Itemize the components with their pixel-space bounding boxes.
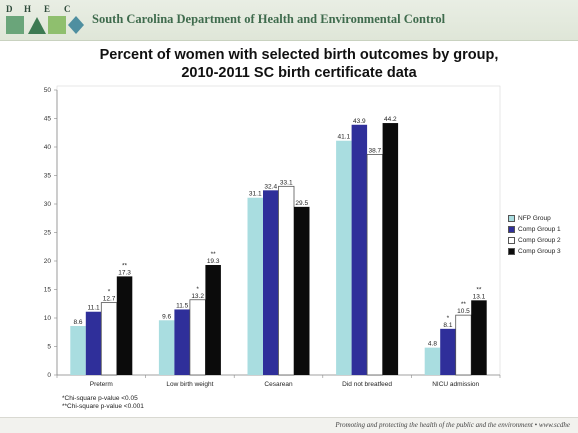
legend-item: Comp Group 3 bbox=[508, 246, 561, 257]
data-label: 9.6 bbox=[162, 313, 171, 320]
footer-tagline: Promoting and protecting the health of t… bbox=[335, 421, 570, 429]
bar bbox=[351, 124, 368, 376]
bar bbox=[158, 320, 175, 375]
y-tick-label: 45 bbox=[44, 116, 52, 123]
y-tick-label: 0 bbox=[47, 372, 51, 379]
data-label: 41.1 bbox=[338, 134, 351, 141]
y-tick-label: 10 bbox=[44, 315, 52, 322]
y-tick-label: 30 bbox=[44, 201, 52, 208]
significance-marker: * bbox=[447, 315, 450, 322]
data-label: 17.3 bbox=[118, 269, 131, 276]
legend-item: Comp Group 2 bbox=[508, 235, 561, 246]
data-label: 33.1 bbox=[280, 179, 293, 186]
data-label: 13.1 bbox=[473, 293, 486, 300]
legend-item: Comp Group 1 bbox=[508, 224, 561, 235]
footnote: *Chi-square p-value <0.05 bbox=[62, 395, 138, 402]
data-label: 12.7 bbox=[103, 296, 116, 303]
bar bbox=[278, 185, 295, 376]
legend-label: NFP Group bbox=[518, 215, 551, 222]
data-label: 8.1 bbox=[443, 322, 452, 329]
data-label: 4.8 bbox=[428, 341, 437, 348]
bar bbox=[100, 302, 118, 376]
data-label: 29.5 bbox=[295, 200, 308, 207]
significance-marker: ** bbox=[476, 286, 482, 293]
data-label: 32.4 bbox=[264, 183, 277, 190]
data-label: 31.1 bbox=[249, 191, 262, 198]
data-label: 19.3 bbox=[207, 258, 220, 265]
chart-title-line: 2010-2011 SC birth certificate data bbox=[181, 65, 417, 81]
y-tick-label: 20 bbox=[44, 258, 52, 265]
significance-marker: ** bbox=[122, 262, 128, 269]
y-tick-label: 35 bbox=[44, 173, 52, 180]
legend-label: Comp Group 3 bbox=[518, 248, 561, 255]
bar bbox=[471, 300, 487, 375]
logo-emblem-icon bbox=[6, 16, 84, 34]
significance-marker: * bbox=[196, 286, 199, 293]
logo-letter: D bbox=[6, 4, 13, 14]
bar bbox=[205, 264, 221, 375]
bar bbox=[189, 299, 206, 376]
chart-legend: NFP Group Comp Group 1 Comp Group 2 Comp Gr… bbox=[508, 213, 561, 257]
x-tick-label: Preterm bbox=[90, 381, 113, 388]
logo-letter: H bbox=[24, 4, 32, 14]
logo-letter: E bbox=[44, 4, 51, 14]
y-tick-label: 25 bbox=[44, 230, 52, 237]
data-label: 43.9 bbox=[353, 118, 366, 125]
bar bbox=[116, 276, 133, 375]
y-tick-label: 50 bbox=[44, 87, 52, 94]
bar bbox=[174, 309, 190, 375]
data-label: 13.2 bbox=[191, 293, 204, 300]
data-label: 10.5 bbox=[457, 308, 470, 315]
bar bbox=[440, 328, 456, 375]
x-tick-label: Low birth weight bbox=[166, 381, 213, 388]
legend-label: Comp Group 1 bbox=[518, 226, 561, 233]
bar bbox=[382, 123, 399, 375]
legend-item: NFP Group bbox=[508, 213, 561, 224]
logo-letter: C bbox=[64, 4, 71, 14]
bar bbox=[247, 197, 263, 375]
bar bbox=[366, 154, 384, 376]
x-tick-label: NICU admission bbox=[432, 381, 479, 388]
significance-marker: ** bbox=[211, 251, 217, 258]
significance-marker: * bbox=[108, 289, 111, 296]
agency-name: South Carolina Department of Health and … bbox=[92, 12, 446, 26]
chart-title: Percent of women with selected birth out… bbox=[60, 46, 538, 82]
footnote: **Chi-square p-value <0.001 bbox=[62, 403, 144, 410]
legend-swatch bbox=[508, 248, 515, 255]
legend-swatch bbox=[508, 226, 515, 233]
bar bbox=[85, 311, 102, 375]
bar bbox=[336, 140, 352, 375]
footnotes: *Chi-square p-value <0.05 **Chi-square p… bbox=[62, 395, 144, 411]
x-tick-label: Did not breatfeed bbox=[342, 381, 392, 388]
data-label: 11.5 bbox=[176, 302, 189, 309]
bar bbox=[424, 347, 441, 375]
y-tick-label: 15 bbox=[44, 287, 52, 294]
dhec-logo: D H E C bbox=[6, 4, 84, 36]
data-label: 38.7 bbox=[369, 147, 382, 154]
legend-swatch bbox=[508, 237, 515, 244]
y-tick-label: 40 bbox=[44, 144, 52, 151]
footer-bar: Promoting and protecting the health of t… bbox=[0, 417, 578, 433]
data-label: 11.1 bbox=[87, 305, 100, 312]
bar bbox=[263, 190, 279, 375]
data-label: 8.6 bbox=[74, 319, 83, 326]
bar bbox=[70, 325, 86, 375]
chart-title-line: Percent of women with selected birth out… bbox=[99, 47, 499, 63]
legend-label: Comp Group 2 bbox=[518, 237, 561, 244]
significance-marker: ** bbox=[461, 301, 467, 308]
bar bbox=[294, 206, 310, 375]
header-banner: D H E C South Carolina Department of Hea… bbox=[0, 0, 578, 41]
x-tick-label: Cesarean bbox=[264, 381, 293, 388]
bar bbox=[455, 314, 472, 376]
data-label: 44.2 bbox=[384, 116, 397, 123]
y-tick-label: 5 bbox=[47, 344, 51, 351]
legend-swatch bbox=[508, 215, 515, 222]
